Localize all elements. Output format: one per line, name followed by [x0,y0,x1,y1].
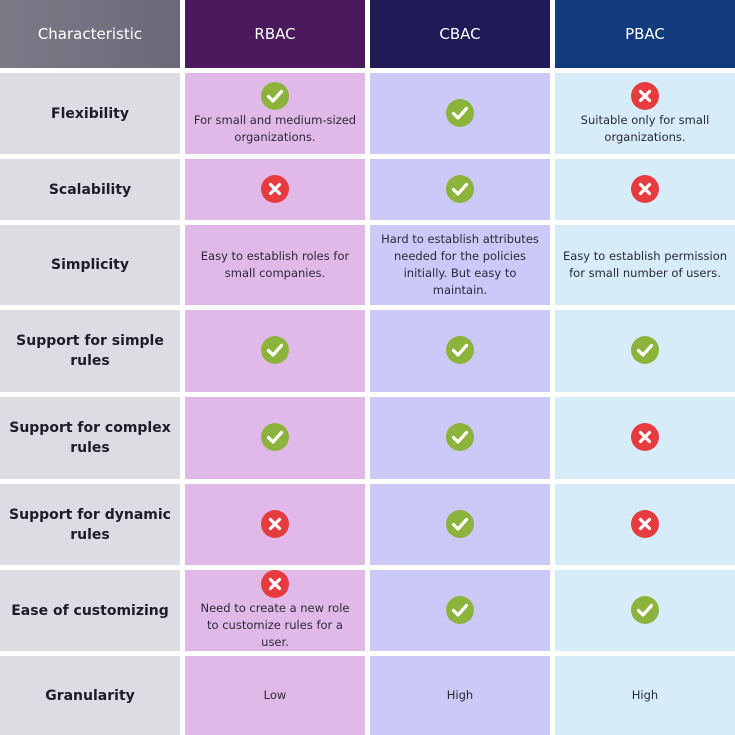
table-cell: For small and medium-sized organizations… [185,73,365,154]
table-cell [185,310,365,392]
cell-text: Easy to establish permission for small n… [563,249,728,280]
table-cell [185,484,365,565]
table-cell [185,159,365,220]
cross-icon [631,423,659,451]
table-cell [555,310,735,392]
header-cell: CBAC [370,0,550,68]
cell-text: High [446,688,474,702]
check-icon [446,336,474,364]
table-cell [370,310,550,392]
row-label: Simplicity [0,225,180,305]
row-label: Flexibility [0,73,180,154]
check-icon [261,423,289,451]
table-cell: Suitable only for small organizations. [555,73,735,154]
table-cell: Need to create a new role to customize r… [185,570,365,651]
row-label: Support for dynamic rules [0,484,180,565]
table-cell [370,570,550,651]
cell-text: For small and medium-sized organizations… [193,112,357,144]
check-icon [446,509,474,538]
row-label: Support for simple rules [0,310,180,392]
cell-text: Need to create a new role to customize r… [200,601,350,649]
check-icon [631,595,659,624]
row-label: Support for complex rules [0,397,180,479]
table-cell [370,73,550,154]
cell-text: Low [263,688,287,702]
table-cell [555,570,735,651]
table-cell [370,484,550,565]
header-cell: RBAC [185,0,365,68]
cross-icon [261,570,289,598]
table-cell: High [555,656,735,735]
check-icon [631,336,659,364]
row-label: Ease of customizing [0,570,180,651]
cross-icon [631,174,659,203]
header-cell: PBAC [555,0,735,68]
table-cell [555,484,735,565]
cross-icon [631,509,659,538]
table-cell: High [370,656,550,735]
check-icon [446,595,474,624]
cell-text: Hard to establish attributes needed for … [381,232,539,297]
table-cell: Hard to establish attributes needed for … [370,225,550,305]
table-cell: Easy to establish roles for small compan… [185,225,365,305]
check-icon [446,174,474,203]
row-label: Granularity [0,656,180,735]
cross-icon [261,174,289,203]
cell-text: Suitable only for small organizations. [580,112,710,144]
table-cell [185,397,365,479]
table-cell [555,397,735,479]
table-cell [555,159,735,220]
check-icon [261,336,289,364]
cell-text: High [631,688,659,702]
table-cell [370,397,550,479]
cross-icon [261,509,289,538]
table-cell [370,159,550,220]
cell-text: Easy to establish roles for small compan… [200,249,350,280]
header-cell: Characteristic [0,0,180,68]
cross-icon [631,81,659,110]
check-icon [446,98,474,127]
row-label: Scalability [0,159,180,220]
table-cell: Easy to establish permission for small n… [555,225,735,305]
check-icon [446,423,474,451]
check-icon [261,81,289,110]
table-cell: Low [185,656,365,735]
